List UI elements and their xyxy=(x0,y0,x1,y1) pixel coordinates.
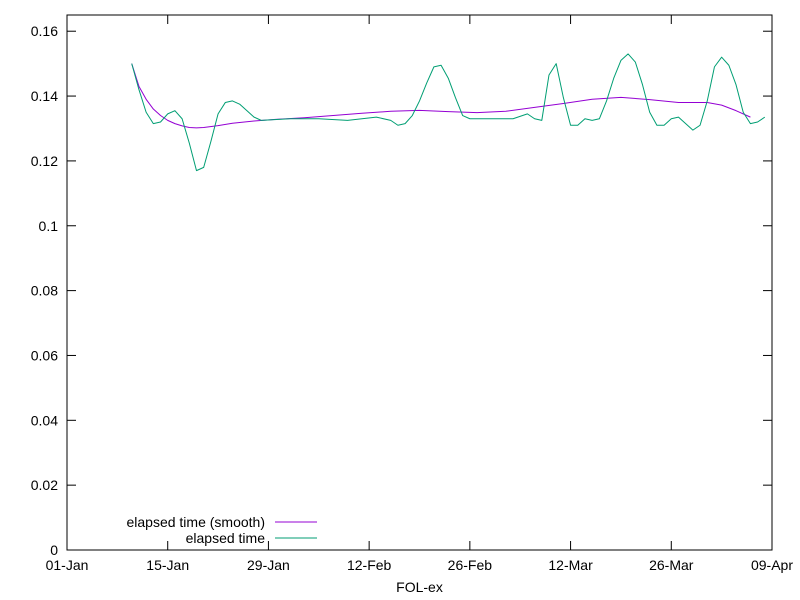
x-tick-label: 26-Mar xyxy=(649,557,694,573)
y-tick-label: 0.02 xyxy=(31,477,58,493)
y-tick-label: 0.1 xyxy=(39,218,59,234)
y-tick-label: 0.06 xyxy=(31,347,58,363)
y-tick-label: 0.04 xyxy=(31,412,58,428)
legend: elapsed time (smooth)elapsed time xyxy=(126,514,317,546)
x-tick-label: 12-Feb xyxy=(347,557,392,573)
y-tick-label: 0.08 xyxy=(31,283,58,299)
y-tick-label: 0.12 xyxy=(31,153,58,169)
x-tick-label: 12-Mar xyxy=(548,557,593,573)
ticks-layer xyxy=(66,15,773,551)
y-tick-label: 0.14 xyxy=(31,88,58,104)
x-tick-label: 29-Jan xyxy=(247,557,290,573)
x-axis-title: FOL-ex xyxy=(396,579,443,595)
x-tick-label: 09-Apr xyxy=(751,557,793,573)
series-line-smooth xyxy=(131,63,751,129)
series-layer xyxy=(131,53,766,172)
x-tick-label: 26-Feb xyxy=(448,557,493,573)
series-line-raw xyxy=(131,53,766,172)
y-tick-label: 0 xyxy=(50,542,58,558)
labels-layer: 0 0.02 0.04 0.06 0.08 0.1 0.12 0.14 0.16 01-Jan 15… xyxy=(31,23,794,573)
x-tick-label: 15-Jan xyxy=(146,557,189,573)
plot-frame xyxy=(66,14,773,551)
legend-label: elapsed time (smooth) xyxy=(126,514,265,530)
legend-label: elapsed time xyxy=(186,530,266,546)
y-tick-label: 0.16 xyxy=(31,23,58,39)
x-tick-label: 01-Jan xyxy=(46,557,89,573)
